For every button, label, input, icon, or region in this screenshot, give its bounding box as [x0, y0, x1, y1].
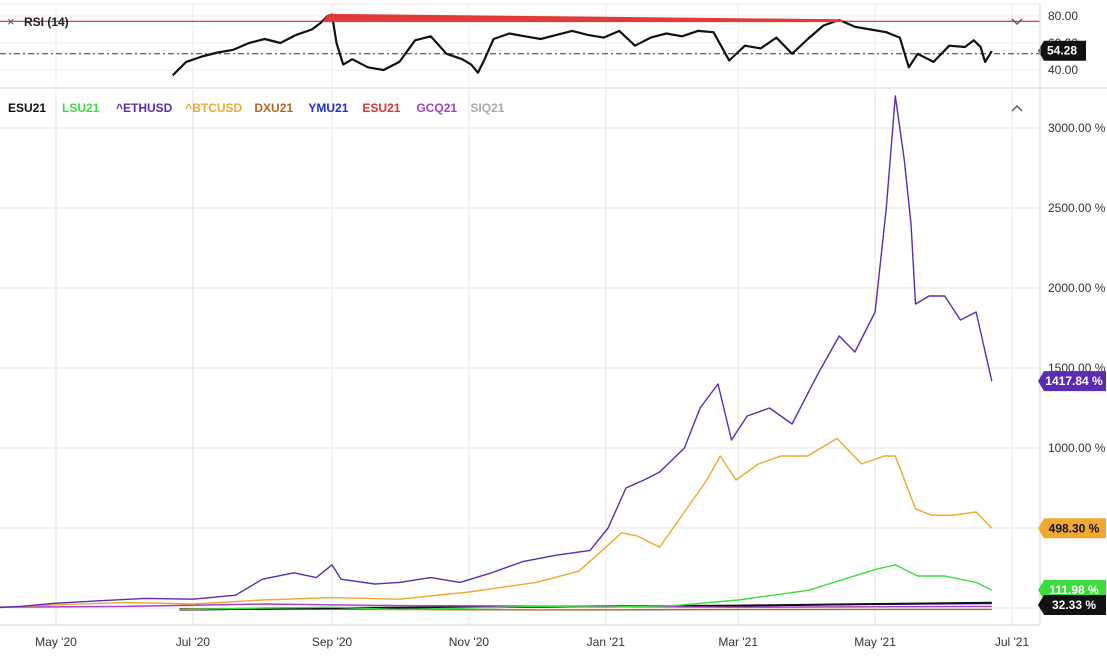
legend-item[interactable]: YMU21	[308, 101, 348, 115]
close-icon[interactable]: ×	[7, 14, 15, 29]
chevron-down-icon[interactable]	[1011, 18, 1023, 25]
series-line-lsu21	[179, 564, 993, 611]
legend: ESU21 LSU21 ^ETHUSD ^BTCUSD DXU21 YMU21 ESU21 G…	[8, 101, 505, 115]
legend-item[interactable]: ^BTCUSD	[185, 101, 242, 115]
rsi-tick-label: 40.00	[1048, 63, 1078, 77]
y-axis: 3000.00 %2500.00 %2000.00 %1500.00 %1000…	[1048, 121, 1106, 535]
value-badge: 1417.84 %	[1038, 371, 1106, 392]
rsi-value-badge: 54.28	[1038, 40, 1086, 61]
value-badge-shape	[1038, 518, 1106, 539]
legend-item[interactable]: SIQ21	[470, 101, 504, 115]
y-tick-label: 2000.00 %	[1048, 281, 1106, 295]
legend-item[interactable]: ESU21	[8, 101, 46, 115]
x-tick-label: May '20	[35, 635, 77, 649]
rsi-plot	[171, 13, 993, 77]
value-badge-label: 1417.84 %	[1045, 374, 1103, 388]
chevron-up-icon[interactable]	[1011, 105, 1023, 112]
value-badge: 498.30 %	[1038, 518, 1106, 539]
legend-item[interactable]: ^ETHUSD	[116, 101, 173, 115]
x-tick-label: Jul '20	[176, 635, 211, 649]
series-line-gcq21	[0, 603, 992, 608]
main-grid	[0, 4, 1041, 626]
value-badge-shape	[1038, 371, 1106, 392]
rsi-badge-value: 54.28	[1047, 44, 1077, 58]
y-tick-label: 2500.00 %	[1048, 201, 1106, 215]
rsi-tick-label: 80.00	[1048, 9, 1078, 23]
x-tick-label: Jan '21	[587, 635, 626, 649]
value-badge-label: 32.33 %	[1052, 598, 1096, 612]
rsi-grid	[0, 5, 1040, 87]
legend-item[interactable]: LSU21	[62, 101, 100, 115]
x-tick-label: Jul '21	[995, 635, 1030, 649]
series-line-btcusd	[0, 437, 993, 609]
rsi-overbought-area	[322, 13, 844, 23]
rsi-line	[171, 13, 993, 77]
x-tick-label: May '21	[854, 635, 896, 649]
rsi-label: RSI (14)	[24, 15, 69, 29]
value-badge-label: 111.98 %	[1049, 583, 1099, 597]
legend-item[interactable]: DXU21	[254, 101, 293, 115]
main-panel: ESU21 LSU21 ^ETHUSD ^BTCUSD DXU21 YMU21 ESU21 G…	[0, 4, 1106, 649]
value-badge: 32.33 %	[1038, 595, 1106, 615]
x-axis: May '20 Jul '20 Sep '20 Nov '20 Jan '21 Mar '…	[35, 635, 1029, 649]
value-badge-shape	[1038, 595, 1106, 615]
x-tick-label: Sep '20	[312, 635, 353, 649]
y-tick-label: 1000.00 %	[1048, 441, 1106, 455]
x-tick-label: Nov '20	[449, 635, 490, 649]
value-badge-label: 498.30 %	[1049, 521, 1100, 535]
series-line-ethusd	[0, 95, 993, 609]
rsi-badge-shape	[1038, 40, 1086, 61]
legend-item[interactable]: ESU21	[362, 101, 400, 115]
y-tick-label: 3000.00 %	[1048, 121, 1106, 135]
x-tick-label: Mar '21	[718, 635, 758, 649]
main-series-lines	[0, 95, 993, 611]
value-badges: 1417.84 % 498.30 % 111.98 %32.33 %	[1038, 371, 1106, 615]
legend-item[interactable]: GCQ21	[416, 101, 457, 115]
